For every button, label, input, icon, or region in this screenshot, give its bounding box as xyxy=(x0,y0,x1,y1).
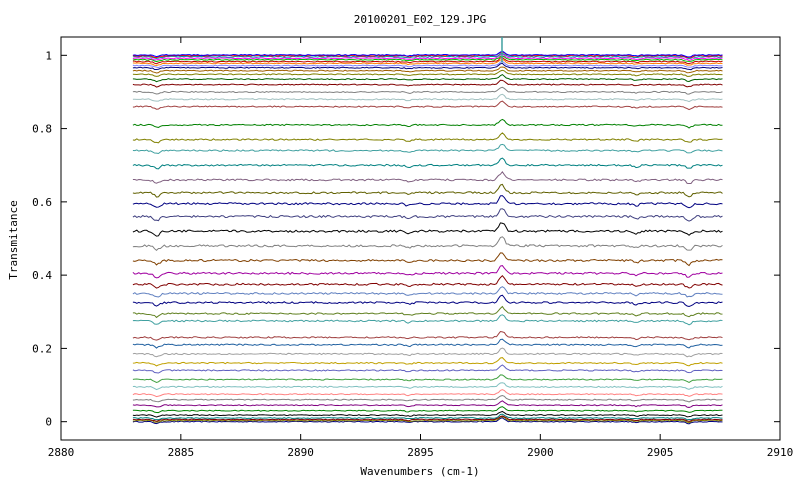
series-line xyxy=(132,52,723,60)
x-tick-label: 2910 xyxy=(767,446,794,459)
series-line xyxy=(132,58,723,66)
series-line xyxy=(132,252,723,267)
series-line xyxy=(132,394,723,403)
series-line xyxy=(132,53,723,61)
series-line xyxy=(132,157,723,170)
series-line xyxy=(132,415,723,423)
series-line xyxy=(132,417,723,425)
x-tick-label: 2905 xyxy=(647,446,674,459)
series-line xyxy=(132,374,723,384)
series-line xyxy=(132,406,723,414)
series-line xyxy=(132,389,723,398)
series-line xyxy=(132,382,723,391)
series-line xyxy=(132,73,723,83)
series-line xyxy=(132,274,723,289)
y-tick-label: 0.4 xyxy=(32,269,52,282)
series-line xyxy=(132,222,723,237)
series-group xyxy=(132,37,723,425)
series-line xyxy=(132,294,723,308)
y-tick-label: 0 xyxy=(45,416,52,429)
x-tick-label: 2880 xyxy=(48,446,75,459)
series-line xyxy=(132,400,723,408)
series-line xyxy=(132,286,723,298)
series-line xyxy=(132,208,723,222)
series-line xyxy=(132,183,723,198)
series-line xyxy=(132,236,723,251)
series-line xyxy=(132,265,723,279)
series-line xyxy=(132,93,723,103)
series-line xyxy=(132,416,723,424)
y-tick-label: 0.6 xyxy=(32,196,52,209)
series-line xyxy=(132,195,723,209)
series-line xyxy=(132,86,723,95)
x-tick-label: 2895 xyxy=(407,446,434,459)
series-line xyxy=(132,57,723,65)
x-axis-label: Wavenumbers (cm-1) xyxy=(360,465,479,478)
axis-ticks: 2880 2885 2890 2895 2900 2905 2910 0 0.2 0.4 0.6 0.… xyxy=(32,37,793,459)
chart-title: 20100201_E02_129.JPG xyxy=(354,13,486,26)
series-line xyxy=(132,66,723,74)
series-line xyxy=(132,55,723,63)
series-line xyxy=(132,413,723,421)
series-line xyxy=(132,60,723,69)
series-line xyxy=(132,347,723,358)
y-tick-label: 0.2 xyxy=(32,342,52,355)
series-line xyxy=(132,410,723,418)
series-line xyxy=(132,171,723,184)
series-line xyxy=(132,62,723,71)
y-tick-label: 1 xyxy=(45,49,52,62)
series-line xyxy=(132,314,723,326)
series-line xyxy=(132,143,723,155)
y-axis-label: Transmitance xyxy=(7,200,20,279)
y-tick-label: 0.8 xyxy=(32,123,52,136)
series-line xyxy=(132,50,723,58)
series-line xyxy=(132,330,723,341)
series-line xyxy=(132,69,723,77)
x-tick-label: 2890 xyxy=(287,446,314,459)
series-line xyxy=(132,79,723,88)
x-tick-label: 2885 xyxy=(168,446,195,459)
series-line xyxy=(132,305,723,319)
series-line xyxy=(132,118,723,129)
series-line xyxy=(132,364,723,374)
series-line xyxy=(132,100,723,111)
series-line xyxy=(132,357,723,367)
series-line xyxy=(132,338,723,349)
series-line xyxy=(132,132,723,144)
x-tick-label: 2900 xyxy=(527,446,554,459)
